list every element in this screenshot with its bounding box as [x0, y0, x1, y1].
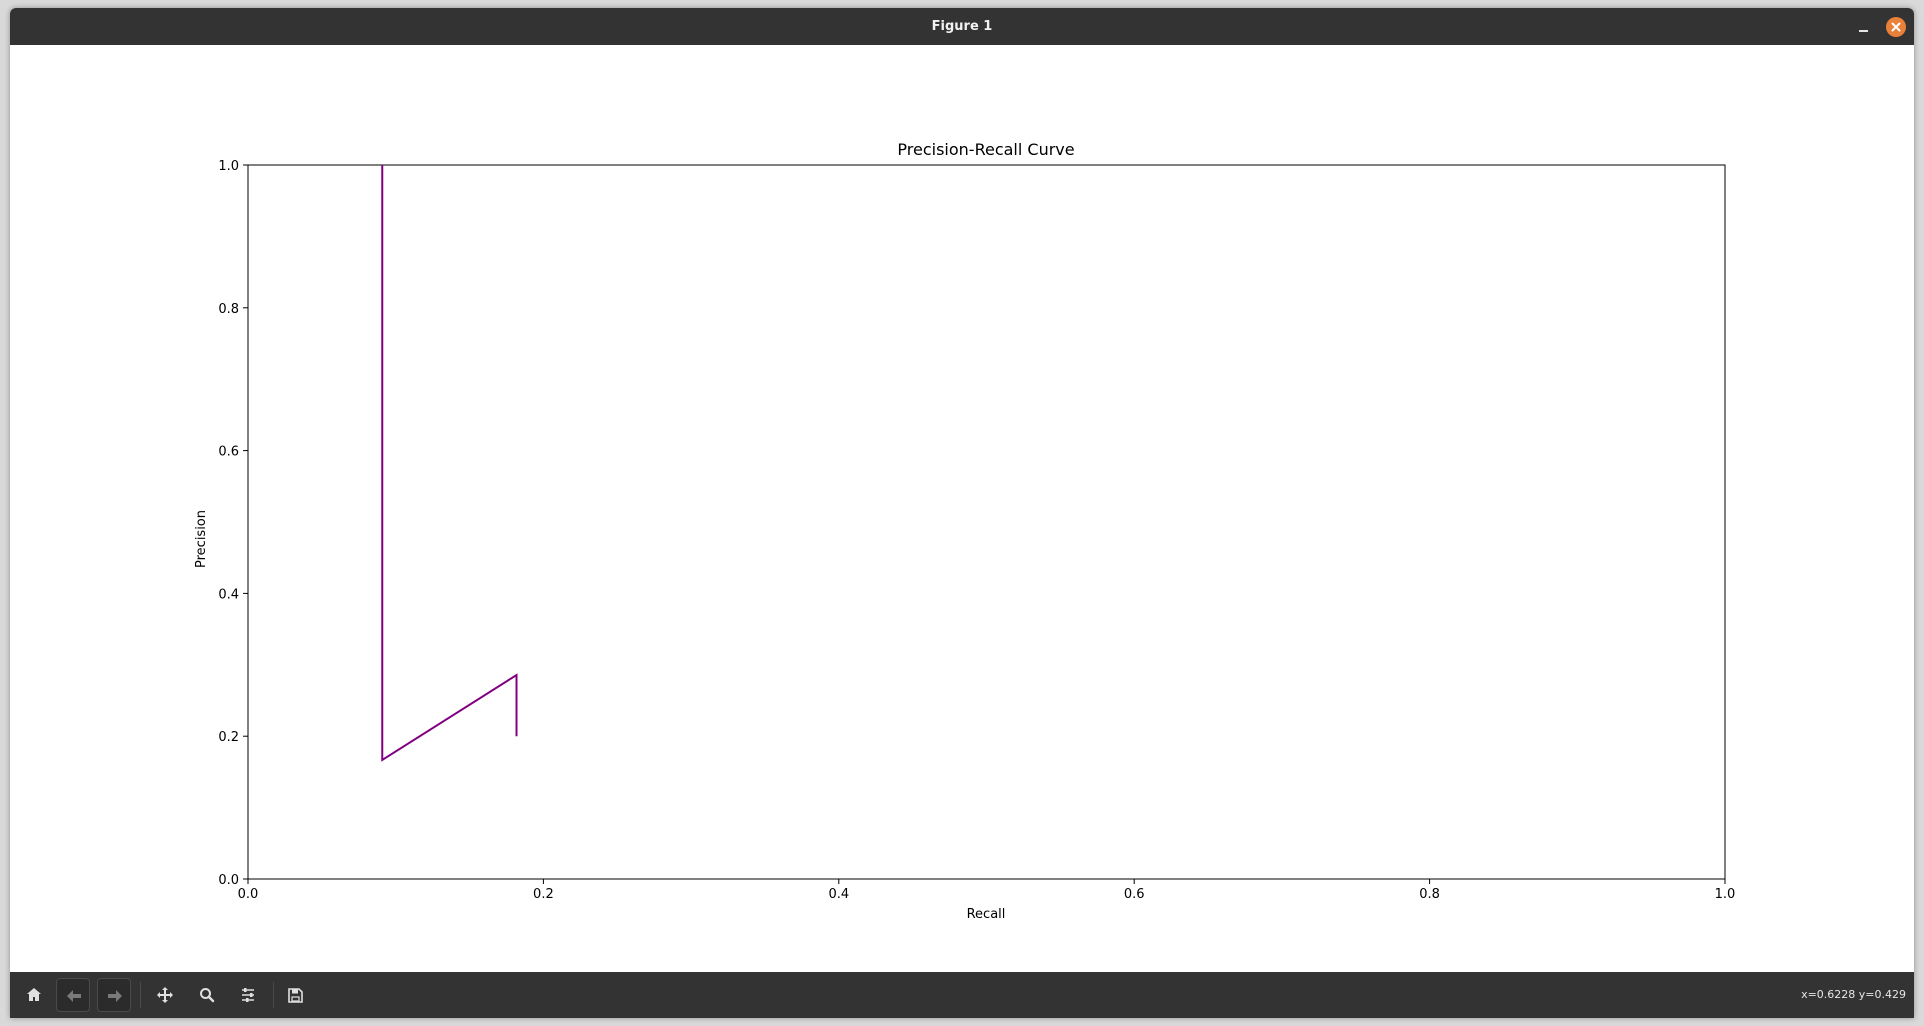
close-icon — [1891, 22, 1901, 32]
y-tick-label: 0.8 — [218, 302, 239, 317]
x-axis-label: Recall — [967, 907, 1006, 922]
y-tick-label: 0.2 — [218, 730, 239, 745]
configure-subplots-icon — [242, 988, 254, 1002]
toolbar-separator — [273, 982, 274, 1008]
x-tick-label: 0.2 — [533, 887, 554, 902]
zoom-icon — [200, 988, 215, 1003]
pan-icon — [157, 987, 173, 1003]
cursor-coordinates: x=0.6228 y=0.429 — [1801, 988, 1906, 1001]
home-button[interactable] — [17, 978, 51, 1012]
window-title: Figure 1 — [931, 19, 993, 34]
minimize-icon — [1859, 30, 1868, 32]
back-button[interactable] — [56, 978, 90, 1012]
x-tick-label: 0.8 — [1419, 887, 1440, 902]
y-tick-label: 0.6 — [218, 445, 239, 460]
save-button[interactable] — [278, 978, 312, 1012]
y-axis-label: Precision — [194, 510, 209, 568]
pan-button[interactable] — [148, 978, 182, 1012]
y-tick-label: 0.4 — [218, 587, 239, 602]
x-tick-label: 0.0 — [238, 887, 259, 902]
x-tick-label: 1.0 — [1715, 887, 1736, 902]
home-icon — [27, 988, 41, 1001]
y-tick-label: 1.0 — [218, 159, 239, 174]
configure-subplots-button[interactable] — [231, 978, 265, 1012]
y-tick-label: 0.0 — [218, 873, 239, 888]
zoom-button[interactable] — [190, 978, 224, 1012]
forward-button[interactable] — [97, 978, 131, 1012]
minimize-button[interactable] — [1854, 18, 1872, 36]
save-icon — [288, 988, 303, 1003]
close-button[interactable] — [1886, 17, 1906, 37]
chart-title: Precision-Recall Curve — [897, 140, 1074, 159]
toolbar-separator — [140, 982, 141, 1008]
x-tick-label: 0.6 — [1124, 887, 1145, 902]
back-arrow-icon — [67, 990, 81, 1002]
navigation-toolbar: x=0.6228 y=0.429 — [10, 972, 1914, 1018]
figure-window: Figure 1 Precision-Recall Curve 0.0 0.2 0.… — [10, 8, 1914, 1018]
x-tick-label: 0.4 — [828, 887, 849, 902]
figure-canvas[interactable]: Precision-Recall Curve 0.0 0.2 0.4 0.6 0.8 1.… — [10, 45, 1914, 972]
title-bar[interactable]: Figure 1 — [10, 8, 1914, 45]
pr-chart: Precision-Recall Curve 0.0 0.2 0.4 0.6 0.8 1.… — [194, 140, 1736, 922]
plot-frame — [247, 164, 1726, 880]
pr-curve-line — [381, 165, 518, 762]
forward-arrow-icon — [108, 990, 122, 1002]
